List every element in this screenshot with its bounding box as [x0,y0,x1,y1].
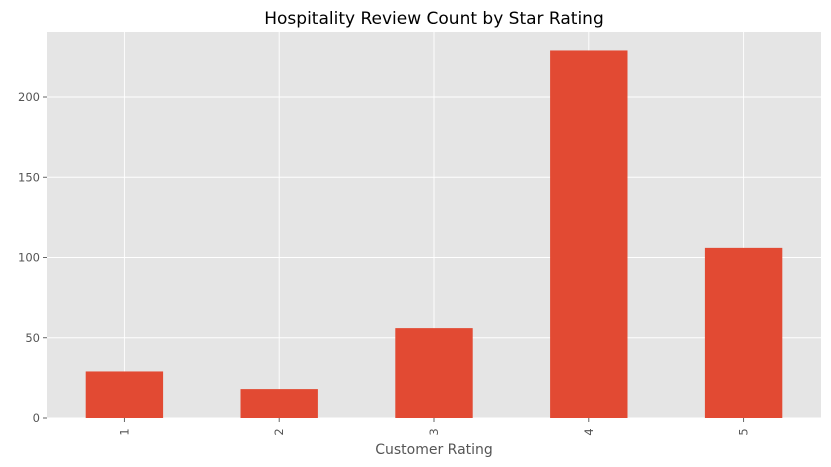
y-tick-label-100: 100 [18,251,40,265]
y-tick-label-200: 200 [18,90,40,104]
bar-rating-5 [704,247,783,418]
bar-rating-4 [550,50,628,418]
bar-rating-1 [85,371,164,418]
x-tick-label-3: 3 [427,428,441,435]
x-axis-ticks: 1 2 3 4 5 [117,418,751,436]
bar-rating-2 [240,389,318,418]
y-tick-label-50: 50 [25,331,40,345]
bar-rating-3 [395,328,473,418]
x-tick-label-5: 5 [737,428,751,435]
y-tick-label-0: 0 [33,411,40,425]
chart-title: Hospitality Review Count by Star Rating [264,9,604,29]
bars [85,50,783,418]
x-axis-label: Customer Rating [375,442,493,458]
y-axis-ticks: 0 50 100 150 200 [18,90,47,425]
x-tick-label-1: 1 [117,428,131,435]
x-tick-label-2: 2 [272,428,286,435]
x-tick-label-4: 4 [582,428,596,435]
y-tick-label-150: 150 [18,170,40,184]
